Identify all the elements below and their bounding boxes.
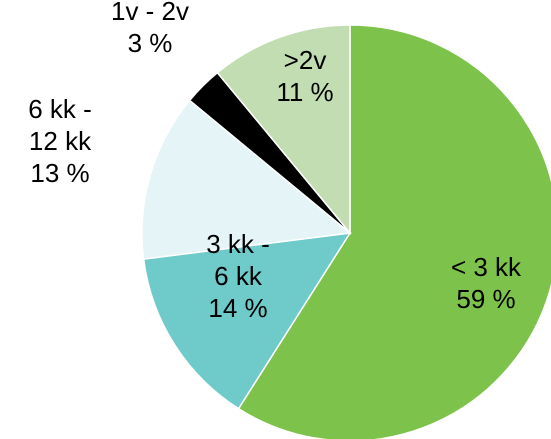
pie-slices xyxy=(142,25,551,439)
pie-slice-label-line: 14 % xyxy=(208,293,267,323)
pie-slice-label-line: 3 % xyxy=(128,28,173,58)
pie-slice-label-line: 11 % xyxy=(276,77,333,107)
pie-slice-label-line: 59 % xyxy=(456,284,515,314)
pie-slice-label-2: 3 kk -6 kk 14 % xyxy=(206,229,270,323)
pie-slice-label-line: 3 kk - xyxy=(206,229,270,259)
pie-slice-label-4: 1v - 2v 3 % xyxy=(111,0,189,58)
pie-slice-label-line: < 3 kk xyxy=(451,252,522,282)
pie-slice-label-3: 6 kk -12 kk 13 % xyxy=(28,94,92,188)
pie-slice-label-line: 6 kk xyxy=(214,261,263,291)
pie-slice-label-line: 12 kk xyxy=(29,126,92,156)
pie-slice-label-line: 6 kk - xyxy=(28,94,92,124)
pie-slice-label-line: 1v - 2v xyxy=(111,0,189,26)
pie-slice-label-line: >2v xyxy=(284,45,327,75)
pie-slice-label-line: 13 % xyxy=(30,158,89,188)
